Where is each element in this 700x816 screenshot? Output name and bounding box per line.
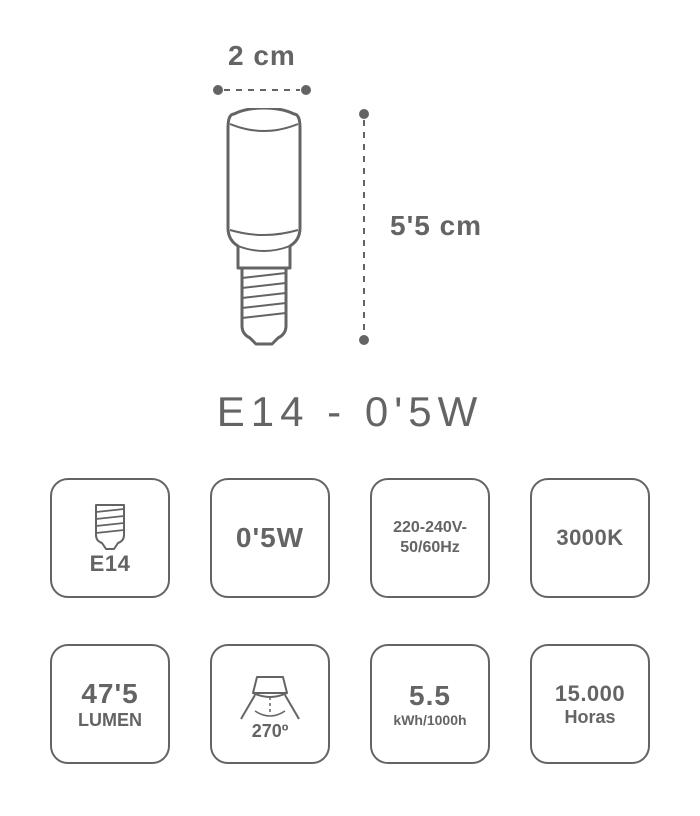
width-dimension-label: 2 cm [228,40,296,72]
spec-voltage-line1: 220-240V- [393,518,467,538]
spec-lumen-unit: LUMEN [78,710,142,731]
width-dimension-guide [212,84,312,96]
spec-power: 0'5W [210,478,330,598]
spec-voltage-line2: 50/60Hz [400,538,460,558]
spec-lumen-value: 47'5 [81,678,138,710]
spec-cct: 3000K [530,478,650,598]
spec-cct-value: 3000K [556,525,623,551]
beam-angle-icon [235,667,305,727]
spec-life-value: 15.000 [555,681,625,707]
spec-socket: E14 [50,478,170,598]
spec-beam-label: 270º [252,721,289,742]
spec-life: 15.000 Horas [530,644,650,764]
spec-beam: 270º [210,644,330,764]
spec-life-unit: Horas [564,707,615,728]
spec-socket-label: E14 [90,551,131,577]
spec-energy: 5.5 kWh/1000h [370,644,490,764]
spec-power-value: 0'5W [236,522,304,554]
height-dimension-guide [358,108,370,346]
spec-grid: E14 0'5W 220-240V- 50/60Hz 3000K 47'5 LU… [50,478,650,764]
height-dimension-label: 5'5 cm [390,210,482,242]
spec-energy-value: 5.5 [409,680,451,712]
spec-energy-unit: kWh/1000h [393,712,466,728]
screw-socket-icon [84,499,136,551]
spec-voltage: 220-240V- 50/60Hz [370,478,490,598]
product-title: E14 - 0'5W [0,388,700,436]
spec-lumen: 47'5 LUMEN [50,644,170,764]
bulb-diagram [212,108,316,346]
